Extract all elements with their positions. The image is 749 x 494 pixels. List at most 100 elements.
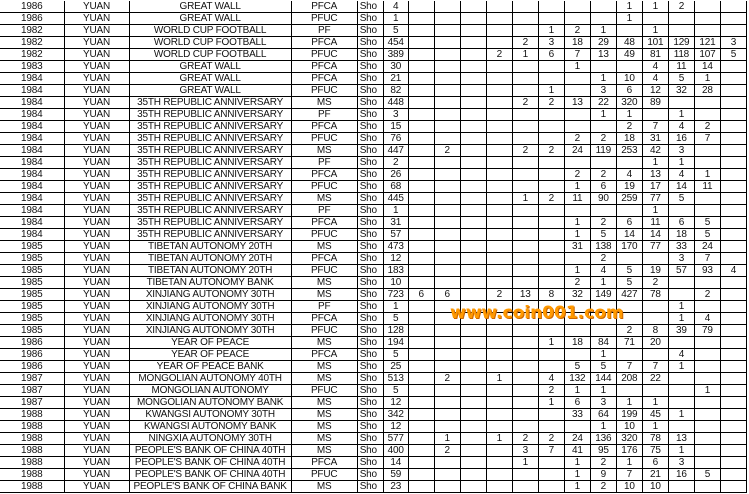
- grade-count-cell[interactable]: 3: [720, 36, 748, 49]
- grade-count-cell[interactable]: [720, 72, 748, 85]
- grade-count-cell[interactable]: [460, 480, 487, 493]
- grade-count-cell[interactable]: 6: [564, 396, 591, 409]
- currency-cell[interactable]: YUAN: [64, 444, 130, 457]
- type-cell[interactable]: PFUC: [291, 264, 358, 277]
- grade-count-cell[interactable]: 5: [616, 276, 643, 289]
- grade-count-cell[interactable]: 5: [694, 468, 721, 481]
- year-cell[interactable]: 1982: [0, 48, 65, 61]
- grade-count-cell[interactable]: [460, 48, 487, 61]
- currency-cell[interactable]: YUAN: [64, 36, 130, 49]
- grade-count-cell[interactable]: [486, 192, 513, 205]
- grade-count-cell[interactable]: 2: [564, 276, 591, 289]
- currency-cell[interactable]: YUAN: [64, 24, 130, 37]
- type-cell[interactable]: MS: [291, 480, 358, 493]
- grade-count-cell[interactable]: [408, 24, 435, 37]
- unit-cell[interactable]: Sho: [357, 276, 384, 289]
- issue-name-cell[interactable]: TIBETAN AUTONOMY 20TH: [129, 240, 292, 253]
- grade-count-cell[interactable]: 41: [564, 444, 591, 457]
- year-cell[interactable]: 1988: [0, 456, 65, 469]
- grade-count-cell[interactable]: [512, 300, 539, 313]
- grade-count-cell[interactable]: 1: [564, 60, 591, 73]
- grade-count-cell[interactable]: [720, 288, 748, 301]
- grade-count-cell[interactable]: [460, 132, 487, 145]
- count-cell[interactable]: 31: [383, 216, 409, 229]
- unit-cell[interactable]: Sho: [357, 288, 384, 301]
- grade-count-cell[interactable]: 1: [590, 108, 617, 121]
- year-cell[interactable]: 1984: [0, 144, 65, 157]
- type-cell[interactable]: MS: [291, 144, 358, 157]
- grade-count-cell[interactable]: 1: [538, 24, 565, 37]
- unit-cell[interactable]: Sho: [357, 240, 384, 253]
- unit-cell[interactable]: Sho: [357, 48, 384, 61]
- count-cell[interactable]: 2: [383, 156, 409, 169]
- unit-cell[interactable]: Sho: [357, 12, 384, 25]
- currency-cell[interactable]: YUAN: [64, 12, 130, 25]
- grade-count-cell[interactable]: [434, 480, 461, 493]
- count-cell[interactable]: 389: [383, 48, 409, 61]
- year-cell[interactable]: 1985: [0, 276, 65, 289]
- grade-count-cell[interactable]: [408, 480, 435, 493]
- type-cell[interactable]: PFCA: [291, 312, 358, 325]
- grade-count-cell[interactable]: [564, 252, 591, 265]
- grade-count-cell[interactable]: [694, 348, 721, 361]
- grade-count-cell[interactable]: [486, 336, 513, 349]
- count-cell[interactable]: 76: [383, 132, 409, 145]
- grade-count-cell[interactable]: 2: [564, 168, 591, 181]
- grade-count-cell[interactable]: 4: [642, 60, 669, 73]
- grade-count-cell[interactable]: 13: [590, 48, 617, 61]
- grade-count-cell[interactable]: 89: [642, 96, 669, 109]
- grade-count-cell[interactable]: [486, 348, 513, 361]
- grade-count-cell[interactable]: [434, 324, 461, 337]
- grade-count-cell[interactable]: 4: [668, 120, 695, 133]
- unit-cell[interactable]: Sho: [357, 144, 384, 157]
- issue-name-cell[interactable]: NINGXIA AUTONOMY 30TH: [129, 432, 292, 445]
- grade-count-cell[interactable]: [590, 312, 617, 325]
- grade-count-cell[interactable]: [512, 1, 539, 13]
- grade-count-cell[interactable]: 1: [590, 420, 617, 433]
- grade-count-cell[interactable]: [512, 264, 539, 277]
- grade-count-cell[interactable]: [486, 204, 513, 217]
- unit-cell[interactable]: Sho: [357, 192, 384, 205]
- year-cell[interactable]: 1984: [0, 168, 65, 181]
- grade-count-cell[interactable]: [720, 228, 748, 241]
- grade-count-cell[interactable]: 1: [512, 456, 539, 469]
- grade-count-cell[interactable]: [720, 480, 748, 493]
- grade-count-cell[interactable]: [512, 24, 539, 37]
- grade-count-cell[interactable]: 2: [512, 432, 539, 445]
- grade-count-cell[interactable]: [720, 192, 748, 205]
- type-cell[interactable]: MS: [291, 420, 358, 433]
- grade-count-cell[interactable]: 176: [616, 444, 643, 457]
- grade-count-cell[interactable]: 3: [590, 84, 617, 97]
- grade-count-cell[interactable]: [512, 60, 539, 73]
- grade-count-cell[interactable]: 10: [616, 480, 643, 493]
- grade-count-cell[interactable]: [408, 456, 435, 469]
- grade-count-cell[interactable]: [408, 384, 435, 397]
- grade-count-cell[interactable]: [512, 180, 539, 193]
- grade-count-cell[interactable]: 4: [694, 312, 721, 325]
- grade-count-cell[interactable]: [434, 240, 461, 253]
- type-cell[interactable]: PF: [291, 108, 358, 121]
- type-cell[interactable]: PFCA: [291, 60, 358, 73]
- unit-cell[interactable]: Sho: [357, 420, 384, 433]
- currency-cell[interactable]: YUAN: [64, 1, 130, 13]
- grade-count-cell[interactable]: [538, 300, 565, 313]
- grade-count-cell[interactable]: [434, 252, 461, 265]
- currency-cell[interactable]: YUAN: [64, 192, 130, 205]
- grade-count-cell[interactable]: 3: [668, 252, 695, 265]
- grade-count-cell[interactable]: [408, 372, 435, 385]
- grade-count-cell[interactable]: [694, 192, 721, 205]
- grade-count-cell[interactable]: [460, 312, 487, 325]
- grade-count-cell[interactable]: 1: [538, 336, 565, 349]
- grade-count-cell[interactable]: 2: [486, 288, 513, 301]
- grade-count-cell[interactable]: [720, 348, 748, 361]
- grade-count-cell[interactable]: 13: [564, 96, 591, 109]
- year-cell[interactable]: 1984: [0, 96, 65, 109]
- grade-count-cell[interactable]: 1: [642, 396, 669, 409]
- grade-count-cell[interactable]: 1: [564, 480, 591, 493]
- grade-count-cell[interactable]: [512, 336, 539, 349]
- count-cell[interactable]: 21: [383, 72, 409, 85]
- type-cell[interactable]: MS: [291, 276, 358, 289]
- grade-count-cell[interactable]: [512, 372, 539, 385]
- grade-count-cell[interactable]: 1: [590, 384, 617, 397]
- grade-count-cell[interactable]: 2: [590, 132, 617, 145]
